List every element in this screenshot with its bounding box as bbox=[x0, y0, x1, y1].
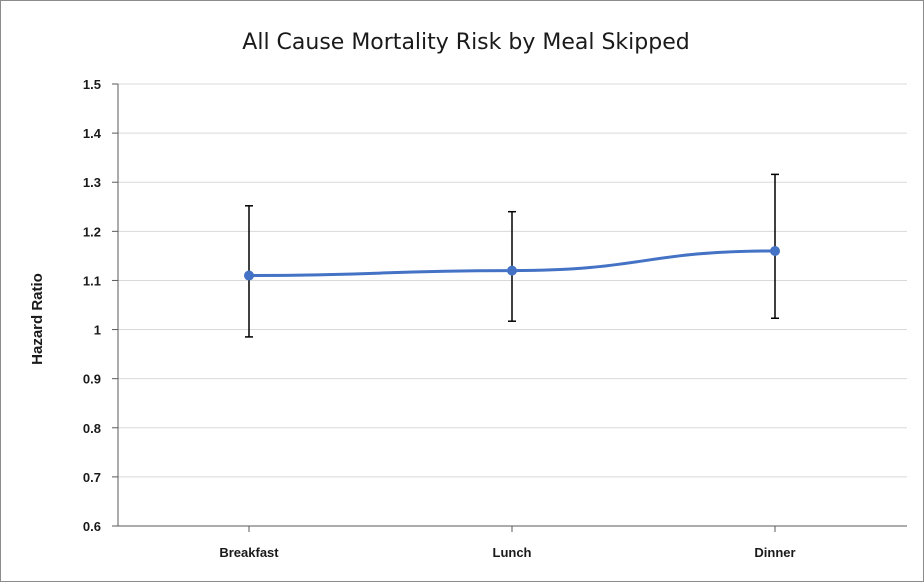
y-tick-label: 1.3 bbox=[83, 175, 101, 190]
data-point bbox=[507, 265, 517, 276]
x-tick-label: Breakfast bbox=[219, 545, 279, 560]
y-axis-label: Hazard Ratio bbox=[29, 273, 46, 365]
y-tick-label: 0.6 bbox=[83, 519, 101, 534]
y-tick-label: 0.9 bbox=[83, 372, 101, 387]
y-tick-label: 0.7 bbox=[83, 470, 101, 485]
tick-labels: 0.6 0.7 0.8 0.9 1 1.1 1.2 1.3 1.4 1.5 Breakfast Lun… bbox=[83, 77, 796, 560]
data-point bbox=[770, 245, 780, 256]
y-tick-label: 1.4 bbox=[83, 126, 102, 141]
y-tick-label: 1 bbox=[94, 323, 101, 338]
y-tick-label: 1.2 bbox=[83, 224, 101, 239]
data-point bbox=[244, 270, 254, 281]
chart-title: All Cause Mortality Risk by Meal Skipped bbox=[242, 30, 689, 55]
x-tick-label: Dinner bbox=[754, 545, 795, 560]
series bbox=[244, 173, 780, 338]
y-tick-label: 1.1 bbox=[83, 273, 101, 288]
y-tick-label: 0.8 bbox=[83, 421, 101, 436]
axes bbox=[112, 83, 907, 532]
x-tick-label: Lunch bbox=[493, 545, 532, 560]
y-tick-label: 1.5 bbox=[83, 77, 101, 92]
